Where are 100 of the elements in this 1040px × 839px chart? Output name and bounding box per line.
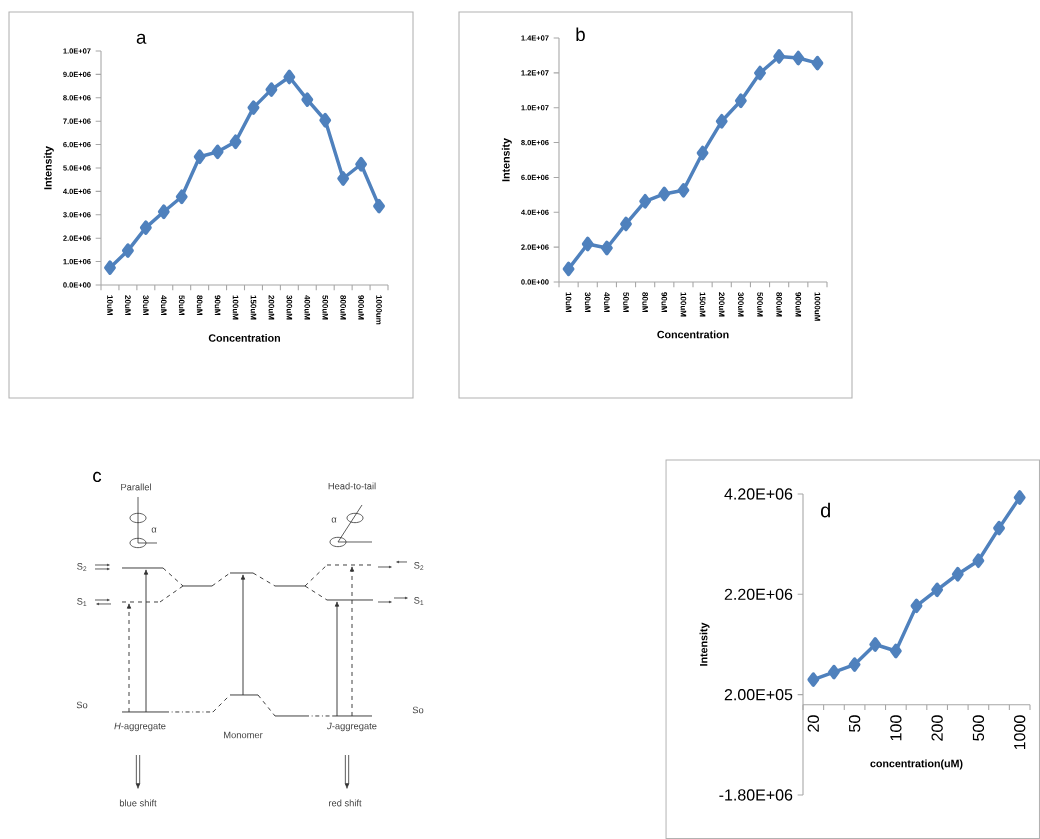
x-tick-label: 300uM	[286, 295, 293, 320]
text: J-aggregate	[327, 722, 377, 732]
x-tick-label: 10uM	[107, 295, 113, 315]
text: S$_{2}$	[77, 563, 87, 571]
point	[337, 171, 350, 186]
point	[121, 243, 134, 258]
x-axis-title: Concentration	[208, 333, 280, 342]
point	[139, 220, 152, 235]
point	[828, 664, 840, 680]
point	[1013, 490, 1026, 505]
point	[848, 657, 861, 672]
x-tick-label: 50	[848, 715, 861, 732]
x-tick-label: 800uM	[340, 295, 346, 320]
text: blue shift	[119, 799, 157, 807]
x-tick-label: 300uM	[738, 292, 744, 317]
point	[677, 182, 690, 198]
x-tick-label: 30uM	[143, 295, 149, 315]
point	[175, 189, 188, 205]
x-tick-label: 200uM	[268, 295, 275, 320]
y-tick-label: 2.00E+05	[724, 689, 793, 701]
point	[229, 134, 242, 150]
x-tick-label: 1000	[1014, 715, 1026, 750]
x-tick-label: 100uM	[680, 292, 687, 317]
point	[581, 236, 594, 252]
x-tick-label: 200	[931, 715, 943, 741]
point	[972, 553, 985, 569]
text: α	[331, 517, 337, 523]
x-tick-label: 40uM	[604, 292, 610, 312]
x-tick-label: 1000um	[376, 295, 382, 325]
point	[355, 156, 368, 172]
point	[600, 240, 613, 256]
point	[811, 55, 824, 71]
y-tick-label: 2.20E+06	[724, 588, 793, 600]
x-tick-label: 200uM	[718, 292, 725, 317]
x-tick-label: 100	[890, 715, 902, 741]
y-axis-title: Intensity	[699, 622, 710, 666]
point	[658, 186, 671, 202]
text: S$_{2}$	[414, 562, 424, 570]
x-tick-label: 100uM	[232, 295, 239, 320]
text: red shift	[329, 799, 362, 807]
x-tick-label: 40uM	[160, 295, 167, 315]
x-tick-label: 400uM	[304, 295, 311, 320]
point	[247, 100, 260, 115]
text: Monomer	[224, 731, 263, 739]
text: Parallel	[121, 483, 151, 491]
x-tick-label: 900uM	[358, 295, 364, 320]
x-tick-label: 20uM	[125, 295, 131, 315]
x-tick-label: 50uM	[178, 295, 185, 315]
point	[193, 149, 206, 165]
point	[931, 582, 944, 598]
point	[639, 193, 652, 209]
point	[319, 112, 332, 128]
x-axis-title: concentration(uM)	[870, 759, 963, 770]
x-tick-label: 800uM	[776, 292, 782, 317]
point	[869, 637, 882, 652]
text: So	[76, 701, 88, 709]
x-tick-label: 90uM	[214, 295, 221, 315]
x-tick-label: 500uM	[322, 295, 329, 320]
y-axis-title: Intensity	[43, 146, 54, 190]
point	[993, 520, 1005, 536]
point	[562, 261, 575, 277]
y-tick-label: 4.20E+06	[724, 488, 793, 500]
text: H-aggregate	[114, 722, 166, 732]
point	[283, 69, 296, 85]
point	[620, 216, 632, 232]
text: Head-to-tail	[328, 482, 376, 490]
text: So	[412, 706, 424, 714]
text: S$_{1}$	[414, 597, 424, 605]
x-tick-label: 20	[807, 715, 819, 732]
x-tick-label: 50uM	[623, 292, 629, 312]
chart-title: d	[820, 502, 830, 518]
point	[301, 92, 314, 107]
chart-title: a	[136, 33, 147, 44]
x-tick-label: 900uM	[795, 292, 802, 317]
point	[951, 566, 964, 582]
x-tick-label: 30uM	[584, 292, 591, 312]
point	[910, 598, 923, 614]
text: c	[93, 471, 102, 483]
x-tick-label: 10uM	[565, 292, 572, 312]
point	[889, 643, 902, 659]
point	[211, 144, 224, 160]
point	[715, 113, 728, 129]
chart-title: b	[576, 27, 585, 42]
point	[773, 49, 786, 64]
y-axis-title: Intensity	[501, 138, 512, 182]
point	[754, 65, 766, 81]
x-tick-label: 500	[972, 715, 985, 741]
point	[792, 50, 805, 66]
x-tick-label: 90uM	[661, 292, 668, 312]
y-tick-label: -1.80E+06	[719, 789, 793, 801]
x-tick-label: 1000uM	[814, 292, 821, 321]
x-tick-label: 150uM	[250, 295, 257, 320]
point	[807, 672, 820, 687]
x-tick-label: 80uM	[642, 292, 648, 312]
point	[734, 93, 747, 109]
x-axis-title: Concentration	[657, 330, 729, 339]
x-tick-label: 150uM	[699, 292, 706, 317]
x-tick-label: 80uM	[196, 295, 203, 315]
text: S$_{1}$	[77, 598, 87, 606]
point	[104, 260, 116, 276]
